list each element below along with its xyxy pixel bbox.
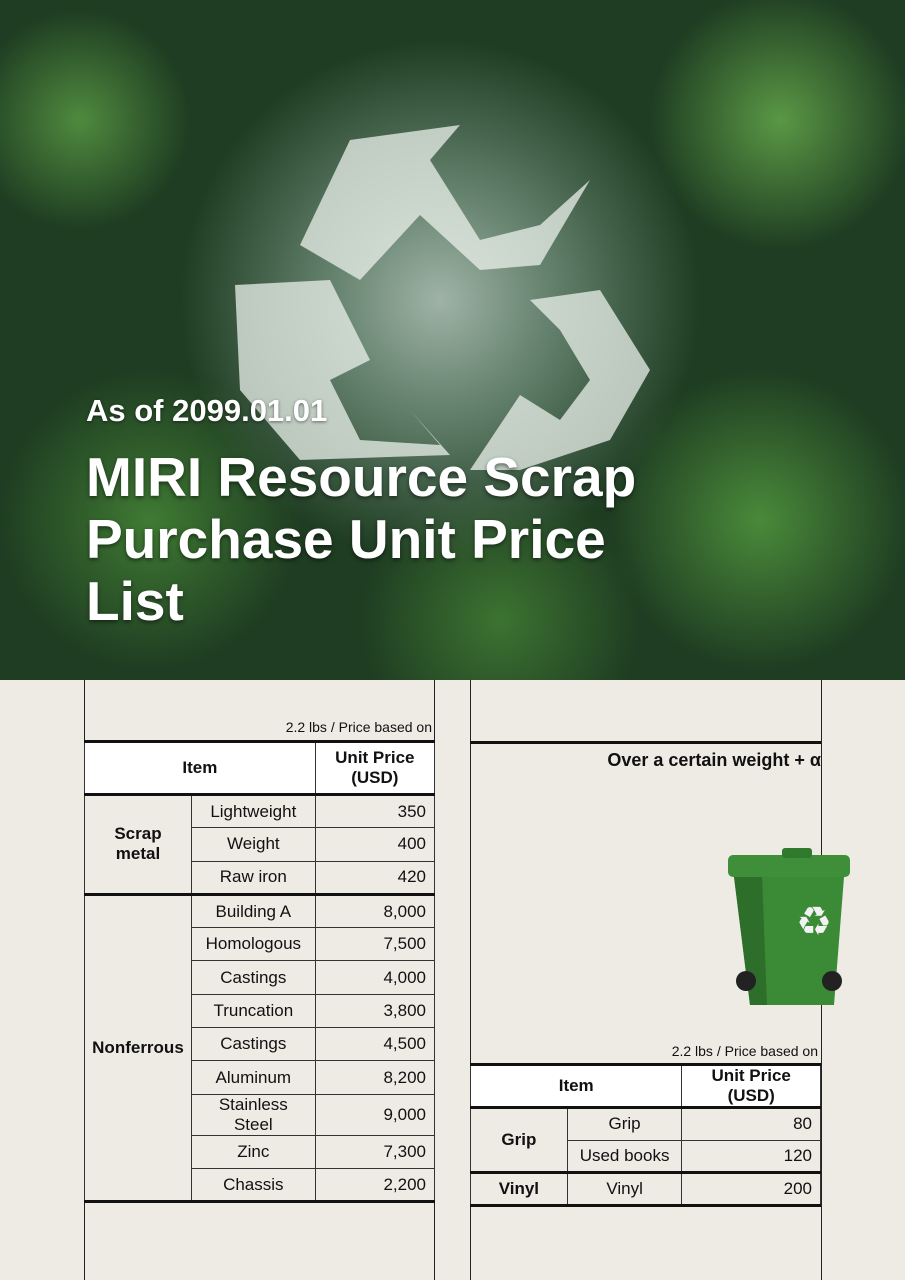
unit-price: 7,300	[314, 1134, 436, 1169]
over-weight-note: Over a certain weight + α	[470, 741, 821, 771]
item-name: Stainless Steel	[190, 1093, 316, 1136]
unit-price: 400	[314, 827, 436, 862]
table-row: Weight 400	[85, 827, 436, 862]
table-row: Vinyl Vinyl 200	[470, 1171, 821, 1206]
unit-price: 350	[314, 792, 436, 829]
column-header-item: Item	[469, 1063, 683, 1108]
page-title: MIRI Resource Scrap Purchase Unit Price …	[86, 446, 637, 632]
group-label: Grip	[470, 1106, 568, 1173]
unit-price: 2,200	[314, 1167, 436, 1203]
recycling-bin-image: ♻	[728, 848, 850, 1005]
item-name: Zinc	[190, 1134, 316, 1169]
unit-price: 120	[681, 1139, 821, 1173]
table-row: Used books 120	[471, 1139, 821, 1173]
divider	[470, 680, 471, 1280]
item-name: Raw iron	[190, 860, 316, 895]
table-row: Chassis 2,200	[84, 1167, 436, 1203]
unit-price: 8,200	[314, 1060, 436, 1095]
item-name: Castings	[190, 1027, 316, 1062]
item-name: Chassis	[190, 1167, 316, 1203]
group-label: Nonferrous	[84, 892, 192, 1203]
item-name: Homologous	[190, 927, 316, 962]
item-name: Used books	[566, 1139, 683, 1173]
divider	[434, 680, 435, 1280]
unit-price: 4,000	[314, 960, 436, 995]
table-row: Homologous 7,500	[85, 927, 436, 962]
unit-price: 9,000	[314, 1093, 436, 1136]
table-row: Castings 4,500	[85, 1027, 436, 1062]
group-label: Vinyl	[470, 1171, 568, 1206]
table-row: Scrap metal Lightweight 350	[84, 792, 436, 895]
column-header-price: Unit Price (USD)	[681, 1063, 821, 1108]
table-row: Truncation 3,800	[85, 993, 436, 1029]
item-name: Lightweight	[190, 792, 316, 829]
unit-price: 420	[314, 860, 436, 895]
as-of-date: As of 2099.01.01	[86, 393, 328, 428]
table-row: Aluminum 8,200	[85, 1060, 436, 1095]
scrap-metal-price-table: Item Unit Price (USD) Scrap metal Lightwe…	[84, 740, 436, 1203]
group-label: Scrap metal	[84, 793, 192, 895]
unit-price: 4,500	[314, 1027, 436, 1062]
item-name: Grip	[566, 1106, 683, 1141]
table-row: Grip Grip 80	[470, 1106, 821, 1173]
unit-price: 7,500	[314, 927, 436, 962]
unit-price: 3,800	[314, 993, 436, 1029]
item-name: Building A	[190, 892, 316, 929]
table-row: Stainless Steel 9,000	[85, 1093, 436, 1136]
price-basis-note: 2.2 lbs / Price based on	[671, 1043, 818, 1059]
svg-text:♻: ♻	[796, 900, 832, 944]
item-name: Castings	[190, 960, 316, 995]
unit-price: 200	[681, 1171, 821, 1206]
column-header-item: Item	[84, 740, 316, 795]
table-row: Castings 4,000	[85, 960, 436, 995]
column-header-price: Unit Price (USD)	[314, 740, 436, 795]
item-name: Truncation	[190, 993, 316, 1029]
unit-price: 8,000	[314, 892, 436, 929]
item-name: Aluminum	[190, 1060, 316, 1095]
price-basis-note: 2.2 lbs / Price based on	[285, 719, 432, 735]
item-name: Vinyl	[566, 1171, 683, 1206]
item-name: Weight	[190, 827, 316, 862]
recycle-symbol-icon	[235, 125, 650, 470]
other-scrap-price-table: Item Unit Price (USD) Grip Grip 80 Used boo…	[469, 1063, 821, 1207]
hero-banner: As of 2099.01.01 MIRI Resource Scrap Pur…	[0, 0, 905, 680]
unit-price: 80	[681, 1106, 821, 1141]
table-row: Nonferrous Building A 8,000	[84, 892, 436, 1203]
